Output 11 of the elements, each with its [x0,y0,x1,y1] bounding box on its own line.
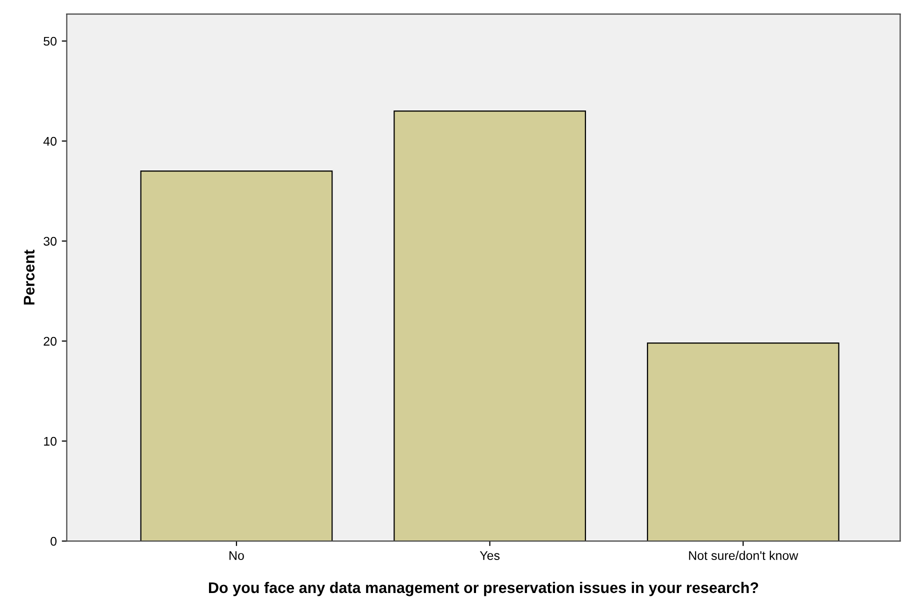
y-axis-title: Percent [24,250,35,305]
y-tick-label: 20 [44,336,57,346]
y-tick-label: 50 [44,36,57,46]
x-tick-label: No [230,551,244,560]
y-tick-label: 10 [44,436,57,446]
y-tick-label: 0 [50,536,57,546]
x-tick-label: Yes [480,551,500,560]
x-axis-title: Do you face any data management or preservation issues in your research? [208,582,758,596]
x-tick-label: Not sure/don't know [689,550,798,560]
y-tick-label: 30 [44,236,57,246]
y-tick-label: 40 [43,136,57,146]
